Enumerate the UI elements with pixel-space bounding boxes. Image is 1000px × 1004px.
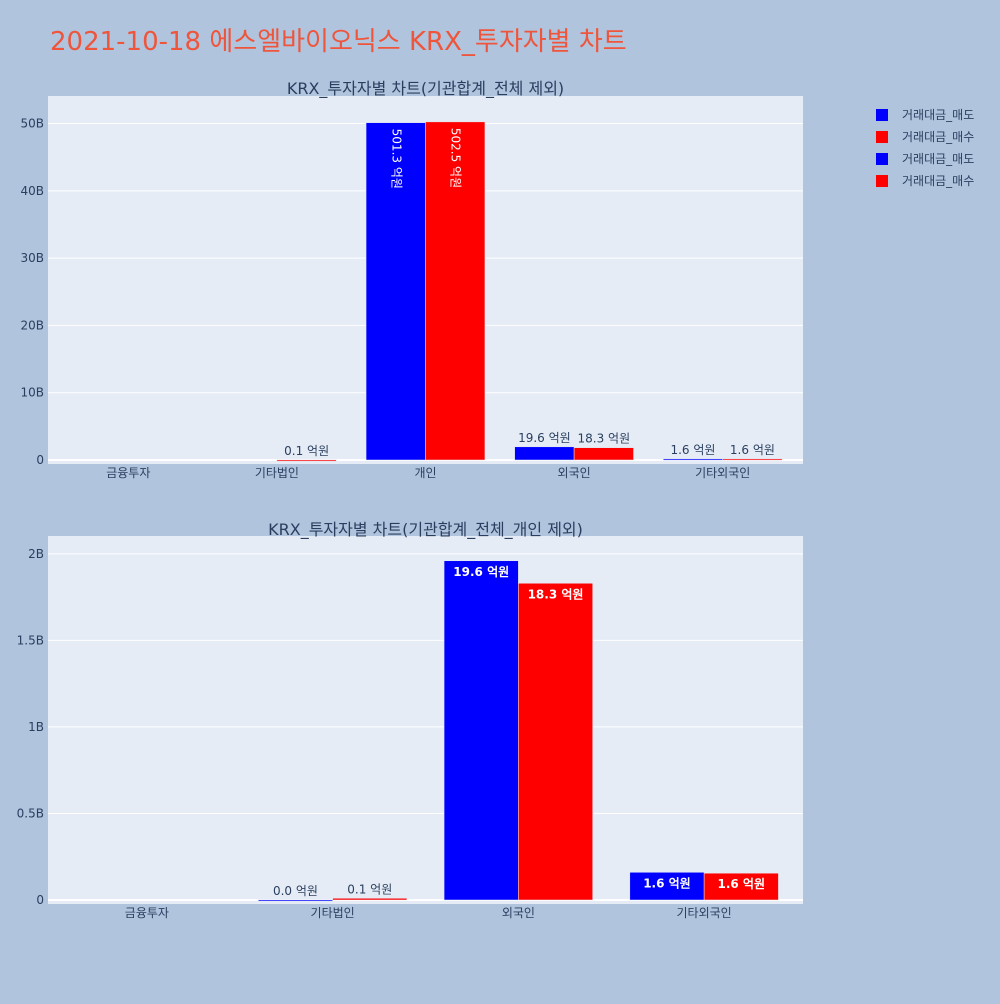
bar xyxy=(573,447,634,461)
x-tick-label: 금융투자 xyxy=(125,906,169,920)
y-tick-label: 1.5B xyxy=(17,633,44,647)
x-tick-label: 외국인 xyxy=(558,466,591,480)
x-tick-label: 기타법인 xyxy=(311,906,355,920)
legend-swatch xyxy=(876,175,888,187)
bar-data-label: 19.6 억원 xyxy=(453,565,509,579)
y-tick-label: 20B xyxy=(20,318,44,332)
chart-investor-excl-individual: 0 0.5B 1B 1.5B 2B 금융투자 기타법인 외국인 기타외국인 0.0 억원 19.6 … xyxy=(17,520,803,920)
bar-data-label: 18.3 억원 xyxy=(578,432,631,446)
y-tick-label: 10B xyxy=(20,386,44,400)
plot-area xyxy=(48,536,803,904)
bar xyxy=(703,872,779,901)
bar xyxy=(629,872,705,901)
x-tick-label: 금융투자 xyxy=(106,466,150,480)
bar-data-label: 502.5 억원 xyxy=(449,128,463,188)
y-tick-label: 0.5B xyxy=(17,806,44,820)
bar xyxy=(425,121,486,461)
bar-data-label: 18.3 억원 xyxy=(528,587,584,601)
legend-label: 거래대금_매수 xyxy=(902,130,974,144)
legend-label: 거래대금_매도 xyxy=(902,152,974,166)
y-tick-label: 0 xyxy=(36,893,44,907)
y-tick-label: 30B xyxy=(20,251,44,265)
bar xyxy=(443,560,519,901)
x-tick-label: 기타법인 xyxy=(255,466,299,480)
legend-label: 거래대금_매수 xyxy=(902,174,974,188)
y-tick-label: 40B xyxy=(20,184,44,198)
x-tick-label: 외국인 xyxy=(502,906,535,920)
bar-data-label: 1.6 억원 xyxy=(670,443,715,457)
y-tick-label: 50B xyxy=(20,117,44,131)
bar-data-label: 0.1 억원 xyxy=(347,882,392,896)
bar xyxy=(518,583,593,901)
bar-data-label: 1.6 억원 xyxy=(643,876,691,890)
y-tick-label: 0 xyxy=(36,453,44,467)
bar-data-label: 0.1 억원 xyxy=(284,444,329,458)
y-tick-label: 1B xyxy=(28,720,44,734)
bar xyxy=(258,899,333,902)
bar-data-label: 501.3 억원 xyxy=(389,129,403,189)
y-tick-label: 2B xyxy=(28,547,44,561)
bar-data-label: 0.0 억원 xyxy=(273,884,318,898)
chart-investor-all: 0 10B 20B 30B 40B 50B 금융투자 기타법인 개인 외국인 기타외국인 501.3 … xyxy=(20,79,803,480)
x-tick-label: 기타외국인 xyxy=(677,906,732,920)
bar xyxy=(722,458,783,461)
bar xyxy=(276,459,337,462)
bar xyxy=(663,458,723,461)
bar-data-label: 1.6 억원 xyxy=(718,877,766,891)
bar-data-label: 19.6 억원 xyxy=(518,431,571,445)
chart-title: KRX_투자자별 차트(기관합계_전체 제외) xyxy=(287,79,564,99)
chart-title: KRX_투자자별 차트(기관합계_전체_개인 제외) xyxy=(268,520,583,540)
x-tick-label: 기타외국인 xyxy=(695,466,750,480)
bar-data-label: 1.6 억원 xyxy=(730,443,775,457)
bar xyxy=(514,446,575,461)
legend-swatch xyxy=(876,153,888,165)
legend-swatch xyxy=(876,131,888,143)
x-tick-label: 개인 xyxy=(414,466,436,480)
page-title: 2021-10-18 에스엘바이오닉스 KRX_투자자별 차트 xyxy=(50,27,627,57)
legend-label: 거래대금_매도 xyxy=(902,108,974,122)
bar xyxy=(332,898,408,901)
legend-swatch xyxy=(876,109,888,121)
